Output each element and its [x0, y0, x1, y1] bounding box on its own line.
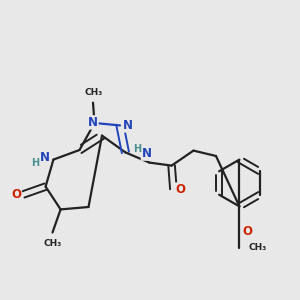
Text: N: N	[40, 151, 50, 164]
Text: N: N	[123, 119, 133, 132]
Text: H: H	[133, 144, 142, 154]
Text: CH₃: CH₃	[44, 238, 62, 247]
Text: O: O	[242, 225, 252, 238]
Text: CH₃: CH₃	[248, 243, 267, 252]
Text: CH₃: CH₃	[85, 88, 103, 97]
Text: N: N	[141, 147, 152, 160]
Text: N: N	[88, 116, 98, 129]
Text: O: O	[176, 183, 186, 196]
Text: H: H	[31, 158, 39, 168]
Text: O: O	[11, 188, 21, 201]
